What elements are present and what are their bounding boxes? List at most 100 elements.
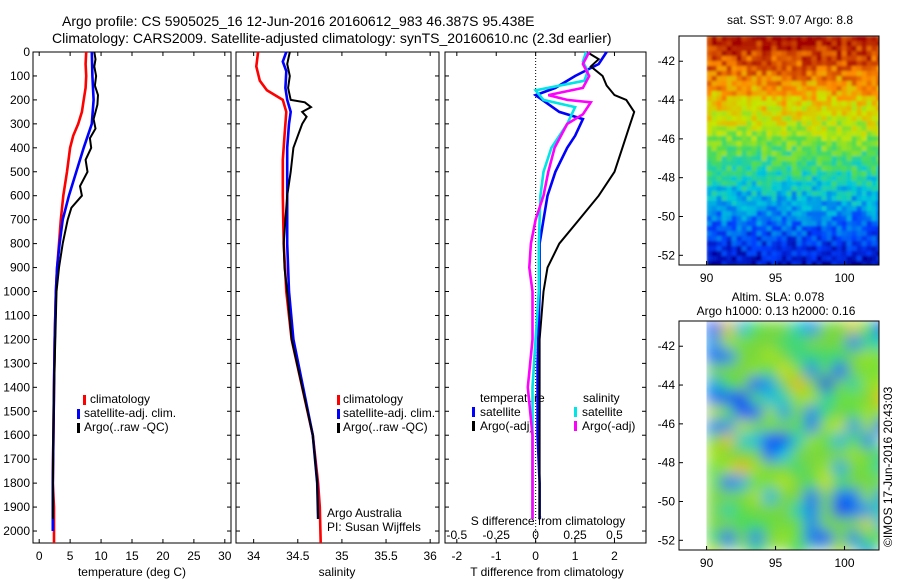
map-cell xyxy=(771,151,778,157)
map-cell xyxy=(841,86,848,92)
map-cell xyxy=(736,216,743,222)
map-cell xyxy=(781,221,788,227)
map-cell xyxy=(711,261,718,265)
map-cell xyxy=(786,221,793,227)
map-cell xyxy=(706,36,713,42)
map-cell xyxy=(866,186,873,192)
map-cell xyxy=(851,86,858,92)
map-cell xyxy=(791,46,798,52)
map-cell xyxy=(721,151,728,157)
map-cell xyxy=(811,111,818,117)
map-cell xyxy=(706,56,713,62)
map-cell xyxy=(716,126,723,132)
map-cell xyxy=(796,221,803,227)
map-cell xyxy=(781,191,788,197)
map-cell xyxy=(776,335,792,350)
map-cell xyxy=(761,241,768,247)
map-cell xyxy=(821,41,828,47)
map-cell xyxy=(856,116,863,122)
map-cell xyxy=(731,236,738,242)
map-cell xyxy=(831,121,838,127)
map-cell xyxy=(746,41,753,47)
map-cell xyxy=(741,111,748,117)
map-cell xyxy=(836,221,843,227)
map-cell xyxy=(711,221,718,227)
map-cell xyxy=(856,161,863,167)
map-cell xyxy=(716,101,723,107)
temperature-panel: temperature (deg C) climatology satellit… xyxy=(3,45,232,579)
map-cell xyxy=(801,91,808,97)
map-cell xyxy=(876,146,879,152)
map-cell xyxy=(766,246,773,252)
map-cell xyxy=(796,256,803,262)
map-cell xyxy=(791,201,798,207)
difference-axes-box xyxy=(444,51,647,544)
map-cell xyxy=(761,201,768,207)
map-cell xyxy=(736,36,743,42)
map-cell xyxy=(831,51,838,57)
map-cell xyxy=(846,156,853,162)
map-cell xyxy=(756,261,763,265)
map-cell xyxy=(746,251,753,257)
map-cell xyxy=(761,196,768,202)
map-cell xyxy=(876,156,879,162)
map-cell xyxy=(821,86,828,92)
map-cell xyxy=(766,201,773,207)
map-cell xyxy=(856,231,863,237)
map-cell xyxy=(821,236,828,242)
map-cell xyxy=(746,236,753,242)
map-cell xyxy=(756,206,763,212)
map-cell xyxy=(762,447,778,462)
map-cell xyxy=(776,231,783,237)
map-cell xyxy=(856,41,863,47)
sla-map-title-line1: Altim. SLA: 0.078 xyxy=(732,290,825,304)
map-cell xyxy=(841,171,848,177)
map-cell xyxy=(811,196,818,202)
map-cell xyxy=(751,36,758,42)
map-cell xyxy=(816,231,823,237)
map-cell xyxy=(734,461,750,476)
map-cell xyxy=(836,211,843,217)
map-cell xyxy=(866,111,873,117)
map-cell xyxy=(776,101,783,107)
map-cell xyxy=(751,96,758,102)
map-cell xyxy=(726,166,733,172)
map-cell xyxy=(751,151,758,157)
series-line-climatology xyxy=(51,51,88,543)
map-cell xyxy=(791,156,798,162)
legend-label-sal-satellite: satellite xyxy=(582,405,623,419)
map-cell xyxy=(741,246,748,252)
map-cell xyxy=(876,106,879,112)
map-cell xyxy=(826,91,833,97)
map-cell xyxy=(806,236,813,242)
map-cell xyxy=(716,181,723,187)
map-cell xyxy=(731,91,738,97)
x-tick-label: 0 xyxy=(36,549,43,563)
map-cell xyxy=(736,211,743,217)
map-cell xyxy=(821,151,828,157)
map-cell xyxy=(741,201,748,207)
map-cell xyxy=(761,191,768,197)
map-cell xyxy=(846,116,853,122)
map-cell xyxy=(856,181,863,187)
map-cell xyxy=(796,41,803,47)
map-cell xyxy=(781,211,788,217)
map-cell xyxy=(856,86,863,92)
map-cell xyxy=(746,131,753,137)
map-cell xyxy=(831,66,838,72)
map-cell xyxy=(766,211,773,217)
map-cell xyxy=(791,91,798,97)
map-cell xyxy=(761,186,768,192)
map-cell xyxy=(706,46,713,52)
legend-label-climatology: climatology xyxy=(343,392,403,406)
map-cell xyxy=(806,191,813,197)
map-cell xyxy=(851,196,858,202)
map-cell xyxy=(736,66,743,72)
map-cell xyxy=(771,61,778,67)
map-cell xyxy=(861,71,868,77)
map-cell xyxy=(806,71,813,77)
map-cell xyxy=(748,489,764,504)
map-cell xyxy=(811,76,818,82)
map-cell xyxy=(821,81,828,87)
map-cell xyxy=(806,171,813,177)
